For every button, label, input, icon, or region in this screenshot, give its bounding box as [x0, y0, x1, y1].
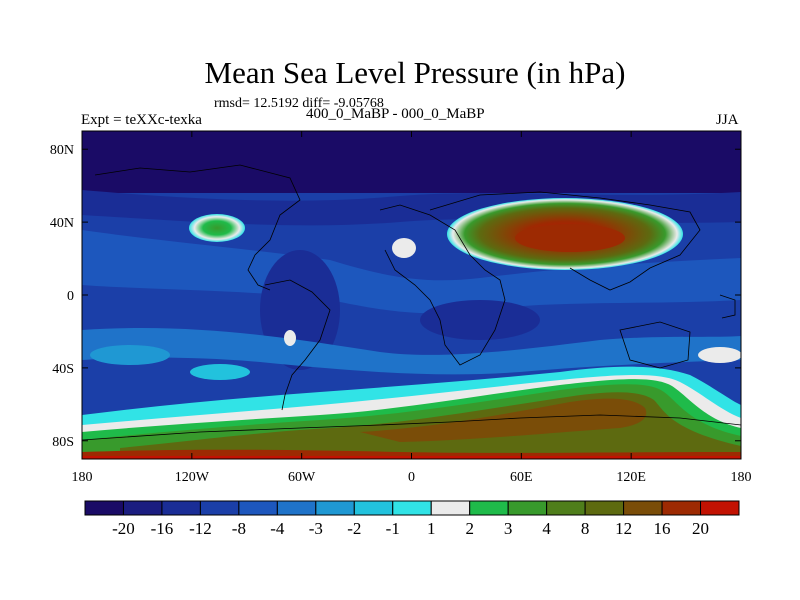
- x-axis: 180 120W 60W 0 60E 120E 180: [72, 131, 752, 485]
- colorbar: -20 -16 -12 -8 -4 -3 -2 -1 1 2 3 4 8 12 16 20: [84, 500, 740, 538]
- x-tick-label: 120E: [616, 470, 646, 485]
- colorbar-swatch: [315, 500, 355, 516]
- pressure-field: [82, 131, 741, 459]
- colorbar-swatch: [430, 500, 471, 516]
- colorbar-swatch: [661, 500, 702, 516]
- x-tick-label: 60E: [510, 470, 533, 485]
- colorbar-label: -3: [309, 519, 323, 538]
- stats-line: rmsd= 12.5192 diff= -9.05768: [214, 96, 384, 111]
- experiment-label: Expt = teXXc-texka: [81, 112, 202, 128]
- colorbar-label: 20: [692, 519, 709, 538]
- x-tick-label: 60W: [288, 470, 316, 485]
- y-tick-label: 0: [67, 289, 74, 304]
- y-axis: 80N 40N 0 40S 80S: [50, 143, 741, 450]
- y-tick-label: 40N: [50, 216, 74, 231]
- colorbar-swatch: [238, 500, 278, 516]
- colorbar-swatch: [507, 500, 548, 516]
- x-tick-label: 120W: [175, 470, 210, 485]
- colorbar-label: 4: [542, 519, 551, 538]
- colorbar-label: 12: [615, 519, 632, 538]
- colorbar-swatch: [199, 500, 240, 516]
- chart-subtitle: 400_0_MaBP - 000_0_MaBP: [306, 106, 485, 122]
- colorbar-label: 3: [504, 519, 513, 538]
- y-tick-label: 40S: [52, 362, 74, 377]
- colorbar-label: -16: [151, 519, 174, 538]
- colorbar-swatch: [584, 500, 625, 516]
- coastlines: [82, 164, 741, 441]
- colorbar-label: -8: [232, 519, 246, 538]
- y-tick-label: 80N: [50, 143, 74, 158]
- x-tick-label: 180: [72, 470, 93, 485]
- colorbar-swatch: [122, 500, 163, 516]
- colorbar-swatch: [623, 500, 663, 516]
- colorbar-swatch: [353, 500, 394, 516]
- x-tick-label: 0: [408, 470, 415, 485]
- colorbar-swatch: [276, 500, 317, 516]
- colorbar-label: 8: [581, 519, 590, 538]
- colorbar-label: 1: [427, 519, 436, 538]
- season-label: JJA: [716, 112, 739, 128]
- colorbar-swatch: [700, 500, 740, 516]
- colorbar-swatch: [84, 500, 124, 516]
- chart-title: Mean Sea Level Pressure (in hPa): [204, 55, 626, 90]
- colorbar-swatch: [546, 500, 586, 516]
- colorbar-label: -1: [386, 519, 400, 538]
- colorbar-swatch: [469, 500, 509, 516]
- colorbar-label: 2: [465, 519, 474, 538]
- colorbar-label: -12: [189, 519, 212, 538]
- x-tick-label: 180: [731, 470, 752, 485]
- colorbar-label: 16: [654, 519, 671, 538]
- colorbar-label: -4: [270, 519, 285, 538]
- colorbar-label: -20: [112, 519, 135, 538]
- colorbar-swatch: [392, 500, 432, 516]
- colorbar-label: -2: [347, 519, 361, 538]
- colorbar-swatch: [161, 500, 201, 516]
- y-tick-label: 80S: [52, 435, 74, 450]
